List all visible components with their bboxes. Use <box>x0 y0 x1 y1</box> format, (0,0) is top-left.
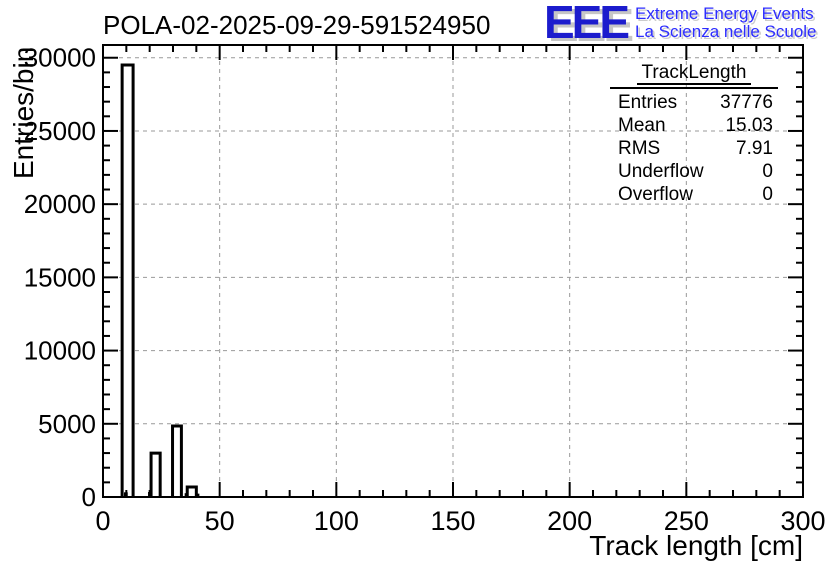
histogram-small-bar <box>184 493 188 497</box>
histogram-bars <box>120 63 200 497</box>
plot-title: POLA-02-2025-09-29-591524950 <box>103 10 491 40</box>
eee-logo: EEE Extreme Energy Events La Scienza nel… <box>544 0 817 48</box>
stats-box-rows: Entries 37776 Mean 15.03 RMS 7.91 Underflow 0 Ov… <box>610 91 778 206</box>
stats-row-value: 0 <box>762 184 773 205</box>
x-tick-label: 300 <box>780 506 825 536</box>
stats-row: Overflow 0 <box>610 183 778 206</box>
x-axis-title: Track length [cm] <box>589 530 803 561</box>
histogram-bar <box>120 63 135 497</box>
x-tick-label: 250 <box>664 506 709 536</box>
stats-box: TrackLength Entries 37776 Mean 15.03 RMS 7.91… <box>610 62 778 206</box>
stats-row-value: 15.03 <box>725 115 773 136</box>
y-tick-label: 15000 <box>24 262 96 292</box>
stats-row-label: RMS <box>618 138 661 159</box>
y-tick-label: 5000 <box>38 409 96 439</box>
y-tick-label: 25000 <box>24 116 96 146</box>
stats-row-label: Mean <box>618 115 666 136</box>
y-axis-title: Entries/bin <box>8 46 39 179</box>
x-tick-label: 50 <box>205 506 235 536</box>
histogram-bar <box>171 424 183 497</box>
y-tick-label: 30000 <box>24 43 96 73</box>
stats-box-header: TrackLength <box>610 62 778 89</box>
stats-row: Entries 37776 <box>610 91 778 114</box>
x-tick-label: 200 <box>547 506 592 536</box>
eee-logo-line1: Extreme Energy Events <box>635 4 814 23</box>
stats-row-label: Underflow <box>618 161 704 182</box>
y-tick-label: 0 <box>82 482 96 512</box>
y-tick-label: 20000 <box>24 189 96 219</box>
stats-row: RMS 7.91 <box>610 137 778 160</box>
eee-logo-text: Extreme Energy Events La Scienza nelle S… <box>635 5 816 41</box>
axes-and-ticks <box>102 44 804 498</box>
histogram-small-bar <box>196 493 200 497</box>
stats-row-value: 37776 <box>720 92 773 113</box>
x-tick-label: 100 <box>314 506 359 536</box>
stats-box-title: TrackLength <box>636 62 752 85</box>
stats-row-label: Entries <box>618 92 678 113</box>
stats-row: Underflow 0 <box>610 160 778 183</box>
stats-row-label: Overflow <box>618 184 693 205</box>
eee-logo-line2: La Scienza nelle Scuole <box>635 22 817 41</box>
eee-logo-letters: EEE <box>544 0 630 48</box>
y-tick-label: 10000 <box>24 336 96 366</box>
histogram-bar <box>149 451 162 497</box>
stats-row-value: 0 <box>762 161 773 182</box>
histogram-bar <box>185 485 198 497</box>
tick-labels: 0 50 100 150 200 250 300 0 5000 10000 15000 20000 25… <box>24 43 826 536</box>
stats-row-value: 7.91 <box>736 138 773 159</box>
stats-row: Mean 15.03 <box>610 114 778 137</box>
x-tick-label: 150 <box>430 506 475 536</box>
x-tick-label: 0 <box>95 506 110 536</box>
